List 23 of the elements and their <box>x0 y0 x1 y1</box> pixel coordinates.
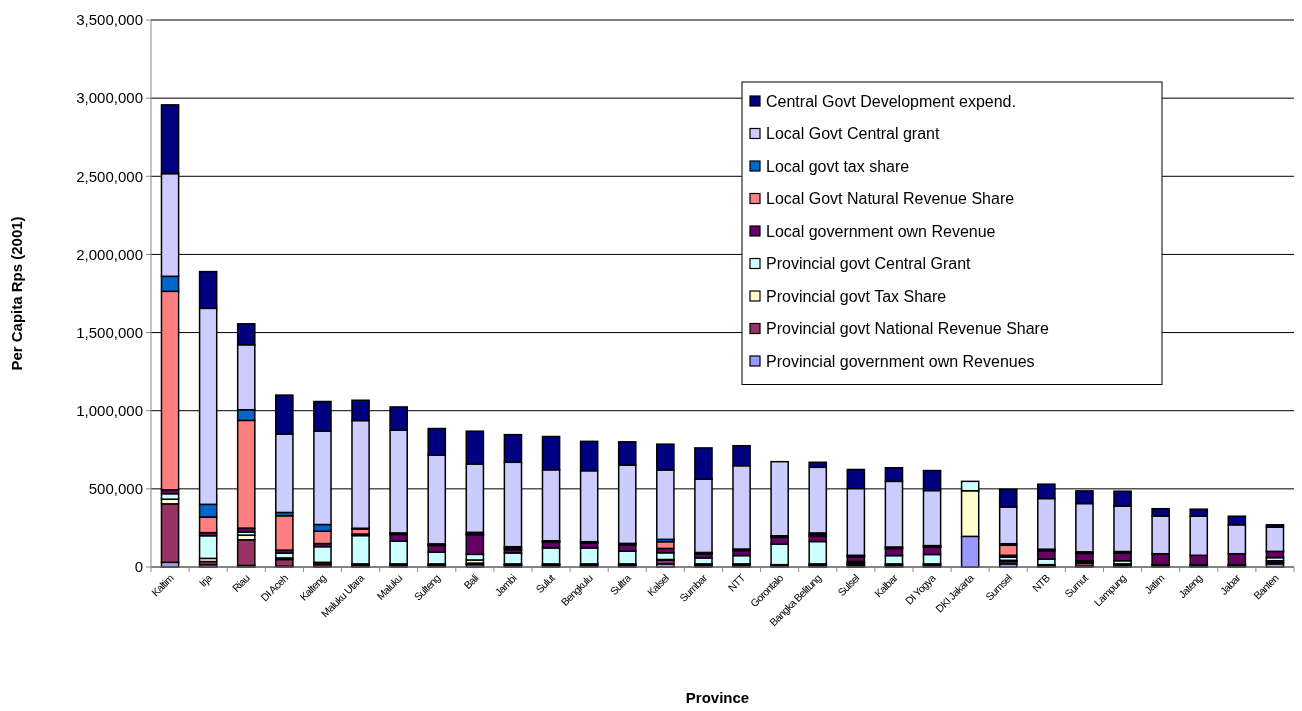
legend-label: Central Govt Development expend. <box>766 92 1016 110</box>
x-tick-label: Irja <box>196 571 215 590</box>
legend-label: Provincial govt Tax Share <box>766 287 947 305</box>
legend-label: Local government own Revenue <box>766 222 996 240</box>
y-tick-label: 500,000 <box>88 480 143 498</box>
y-tick-label: 2,000,000 <box>76 245 143 263</box>
legend-label: Local govt tax share <box>766 157 910 175</box>
y-tick-label: 1,500,000 <box>76 323 143 341</box>
x-tick-label: Bali <box>461 571 481 592</box>
y-tick-label: 1,000,000 <box>76 401 143 419</box>
legend-label: Local Govt Central grant <box>766 125 940 143</box>
legend-label: Provincial government own Revenues <box>766 352 1035 370</box>
x-tick-label: Riau <box>229 571 253 594</box>
y-tick-label: 3,000,000 <box>76 89 143 107</box>
y-tick-label: 0 <box>134 558 143 576</box>
y-axis-title: Per Capita Rps (2001) <box>8 216 25 371</box>
y-tick-label: 2,500,000 <box>76 167 143 185</box>
legend-label: Provincial govt National Revenue Share <box>766 320 1049 338</box>
x-tick-label: NTB <box>1029 571 1053 594</box>
legend-label: Local Govt Natural Revenue Share <box>766 190 1015 208</box>
legend-label: Provincial govt Central Grant <box>766 255 972 273</box>
x-axis-title: Province <box>685 689 750 706</box>
y-tick-label: 3,500,000 <box>76 11 143 29</box>
